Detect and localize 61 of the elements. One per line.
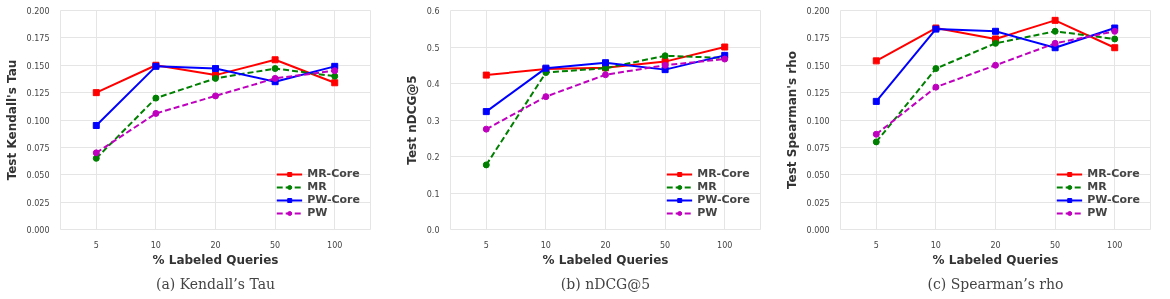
y-tick-label: 0.1: [426, 189, 440, 199]
x-axis-title: % Labeled Queries: [932, 252, 1059, 267]
legend-label: PW-Core: [307, 193, 360, 206]
y-tick-label: 0.200: [26, 7, 50, 16]
y-tick-label: 0.150: [26, 61, 50, 71]
y-axis-title: Test Kendall's Tau: [4, 59, 19, 181]
legend-label: MR-Core: [307, 167, 360, 180]
y-tick-label: 0.0: [426, 226, 440, 235]
y-tick-label: 0.4: [426, 80, 440, 89]
legend-label: MR: [307, 180, 328, 193]
x-tick-label: 50: [270, 240, 281, 250]
y-tick-label: 0.075: [26, 143, 50, 153]
legend-label: PW: [307, 206, 328, 219]
x-tick-label: 10: [150, 240, 161, 250]
x-tick-label: 50: [660, 240, 671, 250]
y-axis-title: Test nDCG@5: [404, 75, 419, 165]
y-tick-label: 0.125: [26, 89, 50, 99]
y-tick-label: 0.025: [806, 198, 830, 208]
x-tick-label: 100: [717, 240, 733, 250]
x-tick-label: 20: [210, 240, 221, 250]
legend-label: PW: [1087, 206, 1108, 219]
x-tick-label: 100: [327, 240, 343, 250]
y-tick-label: 0.025: [26, 198, 50, 208]
x-tick-label: 5: [483, 240, 489, 250]
y-tick-label: 0.2: [426, 153, 440, 162]
y-tick-label: 0.000: [806, 226, 830, 235]
text: (a) Kendall’s Tau: [155, 275, 276, 292]
legend-label: MR-Core: [1087, 167, 1140, 180]
y-tick-label: 0.6: [426, 7, 440, 16]
x-tick-label: 100: [1107, 240, 1123, 250]
x-tick-label: 10: [540, 240, 551, 250]
legend-label: PW: [697, 206, 718, 219]
y-tick-label: 0.100: [806, 116, 830, 126]
y-tick-label: 0.150: [806, 61, 830, 71]
x-tick-label: 5: [873, 240, 879, 250]
y-tick-label: 0.200: [806, 7, 830, 16]
x-tick-label: 20: [990, 240, 1001, 250]
x-tick-label: 50: [1050, 240, 1061, 250]
x-tick-label: 5: [93, 240, 99, 250]
legend-label: MR-Core: [697, 167, 750, 180]
text: (c) Spearman’s rho: [927, 275, 1064, 292]
y-tick-label: 0.3: [426, 116, 440, 126]
y-tick-label: 0.050: [26, 171, 50, 181]
y-tick-label: 0.175: [806, 34, 830, 44]
x-tick-label: 10: [930, 240, 941, 250]
x-axis-title: % Labeled Queries: [152, 252, 279, 267]
y-tick-label: 0.050: [806, 171, 830, 181]
y-axis-title: Test Spearman's rho: [784, 50, 799, 190]
y-tick-label: 0.100: [26, 116, 50, 126]
x-axis-title: % Labeled Queries: [542, 252, 669, 267]
y-tick-label: 0.175: [26, 34, 50, 44]
y-tick-label: 0.075: [806, 143, 830, 153]
legend-label: MR: [1087, 180, 1108, 193]
y-tick-label: 0.125: [806, 89, 830, 99]
legend-label: PW-Core: [1087, 193, 1140, 206]
y-tick-label: 0.5: [426, 43, 440, 53]
legend-label: PW-Core: [697, 193, 750, 206]
text: (b) nDCG@5: [560, 275, 651, 292]
x-tick-label: 20: [600, 240, 611, 250]
y-tick-label: 0.000: [26, 226, 50, 235]
legend-label: MR: [697, 180, 718, 193]
